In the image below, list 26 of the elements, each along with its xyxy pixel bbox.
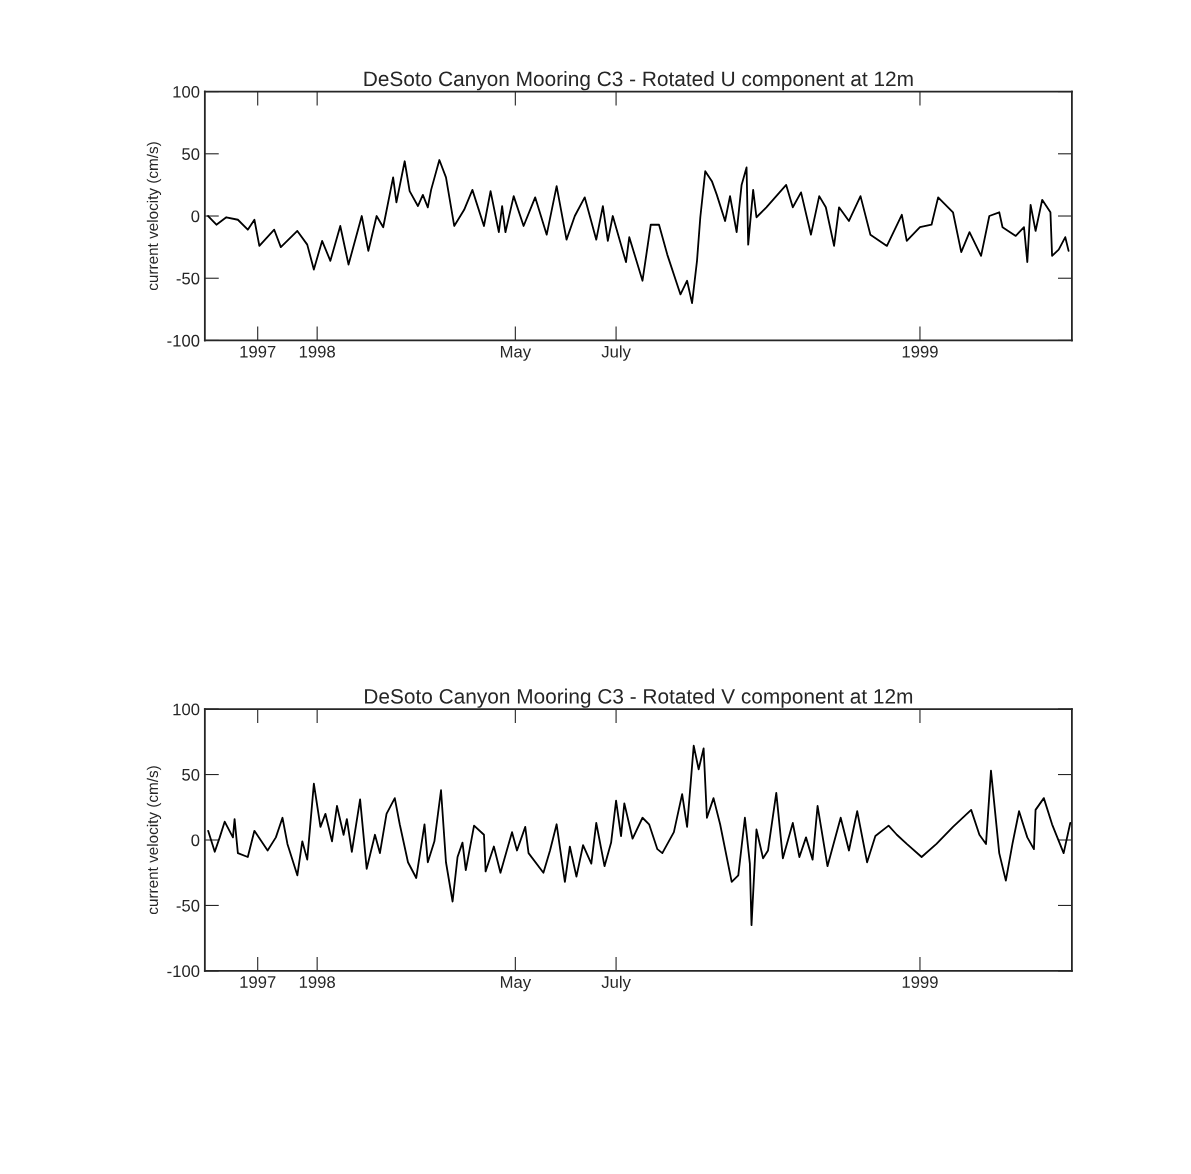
- y-tick-label: 50: [182, 768, 200, 781]
- x-tick-label: May: [500, 976, 532, 992]
- x-tick-label: July: [601, 975, 631, 992]
- y-tick-label: -100: [167, 334, 200, 347]
- chart-title: DeSoto Canyon Mooring C3 - Rotated U component at 12m: [364, 70, 913, 91]
- x-tick-label: July: [601, 345, 631, 361]
- y-tick-label: 100: [173, 703, 200, 716]
- y-tick-label: 0: [191, 834, 200, 847]
- y-tick-label: 0: [191, 210, 200, 223]
- x-tick-label: 1997: [240, 976, 276, 988]
- x-tick-label: May: [500, 345, 532, 361]
- y-tick-label: 50: [182, 148, 200, 160]
- x-tick-label: 1998: [299, 976, 335, 988]
- line-series: [207, 159, 1070, 305]
- x-tick-label: 1999: [902, 345, 938, 358]
- y-axis-title: current velocity (cm/s): [146, 766, 162, 915]
- y-tick-label: -50: [176, 272, 200, 285]
- x-tick-label: 1998: [299, 345, 335, 358]
- x-tick-label: 1997: [240, 345, 276, 358]
- x-tick-label: 1999: [902, 976, 938, 988]
- chart-title: DeSoto Canyon Mooring C3 - Rotated V component at 12m: [365, 688, 913, 708]
- y-tick-label: -50: [176, 899, 200, 912]
- y-tick-label: 100: [173, 85, 200, 98]
- y-tick-label: -100: [167, 965, 200, 978]
- line-series: [207, 744, 1072, 926]
- y-axis-title: current velocity (cm/s): [146, 142, 162, 291]
